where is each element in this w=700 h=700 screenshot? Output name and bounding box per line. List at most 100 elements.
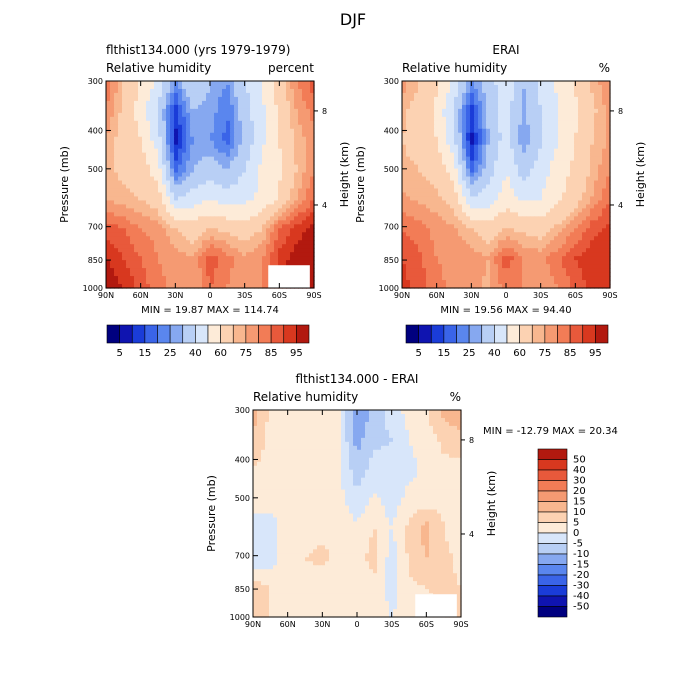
heatmap-cell [442, 212, 447, 217]
heatmap-cell [142, 148, 147, 154]
heatmap-cell [510, 176, 515, 182]
heatmap-cell [250, 276, 255, 281]
heatmap-cell [202, 224, 207, 229]
heatmap-cell [274, 156, 279, 162]
heatmap-cell [114, 140, 119, 146]
heatmap-cell [198, 164, 203, 170]
heatmap-cell [518, 168, 523, 174]
heatmap-cell [178, 228, 183, 233]
heatmap-cell [518, 108, 523, 114]
heatmap-cell [166, 276, 171, 281]
heatmap-cell [194, 160, 199, 166]
heatmap-cell [286, 240, 291, 245]
heatmap-cell [114, 284, 119, 289]
heatmap-cell [450, 200, 455, 205]
heatmap-cell [534, 180, 539, 186]
heatmap-cell [498, 164, 503, 170]
heatmap-cell [486, 216, 491, 221]
heatmap-cell [430, 204, 435, 209]
heatmap-cell [406, 81, 411, 86]
heatmap-cell [234, 188, 239, 194]
heatmap-cell [142, 204, 147, 209]
heatmap-cell [594, 132, 599, 138]
heatmap-cell [178, 160, 183, 166]
heatmap-cell [538, 232, 543, 237]
heatmap-cell [226, 136, 231, 142]
heatmap-cell [218, 168, 223, 174]
heatmap-cell [438, 180, 443, 186]
heatmap-cell [402, 144, 407, 150]
heatmap-cell [434, 92, 439, 98]
heatmap-cell [590, 156, 595, 162]
heatmap-cell [542, 120, 547, 126]
heatmap-cell [478, 144, 483, 150]
heatmap-cell [538, 124, 543, 130]
heatmap-cell [114, 104, 119, 110]
heatmap-cell [110, 212, 115, 217]
heatmap-cell [298, 120, 303, 126]
heatmap-cell [414, 228, 419, 233]
heatmap-cell [434, 220, 439, 225]
heatmap-cell [530, 81, 535, 86]
heatmap-cell [146, 144, 151, 150]
heatmap-cell [406, 228, 411, 233]
heatmap-cell [274, 81, 279, 86]
heatmap-cell [462, 152, 467, 158]
heatmap-cell [282, 144, 287, 150]
heatmap-cell [142, 244, 147, 249]
heatmap-cell [406, 172, 411, 178]
heatmap-cell [506, 240, 511, 245]
heatmap-cell [258, 100, 263, 106]
heatmap-cell [106, 100, 111, 106]
heatmap-cell [294, 160, 299, 166]
heatmap-cell [118, 144, 123, 150]
heatmap-cell [286, 188, 291, 194]
heatmap-cell [478, 168, 483, 174]
heatmap-cell [494, 208, 499, 213]
heatmap-cell [162, 236, 167, 241]
heatmap-cell [566, 224, 571, 229]
heatmap-cell [462, 244, 467, 249]
heatmap-cell [254, 240, 259, 245]
heatmap-cell [170, 144, 175, 150]
heatmap-cell [470, 108, 475, 114]
heatmap-cell [546, 152, 551, 158]
heatmap-cell [422, 152, 427, 158]
heatmap-cell [214, 176, 219, 182]
heatmap-cell [270, 204, 275, 209]
heatmap-cell [238, 220, 243, 225]
heatmap-cell [262, 196, 267, 202]
heatmap-cell [434, 188, 439, 194]
heatmap-cell [130, 104, 135, 110]
heatmap-cell [438, 144, 443, 150]
heatmap-cell [146, 104, 151, 110]
heatmap-cell [114, 120, 119, 126]
heatmap-cell [450, 192, 455, 198]
heatmap-cell [402, 184, 407, 190]
heatmap-cell [194, 88, 199, 94]
heatmap-cell [490, 208, 495, 213]
heatmap-cell [482, 228, 487, 233]
heatmap-cell [250, 136, 255, 142]
heatmap-cell [522, 124, 527, 130]
heatmap-cell [542, 116, 547, 122]
heatmap-cell [462, 140, 467, 146]
heatmap-cell [538, 196, 543, 202]
heatmap-cell [122, 176, 127, 182]
heatmap-cell [162, 228, 167, 233]
heatmap-cell [586, 180, 591, 186]
heatmap-cell [198, 108, 203, 114]
heatmap-cell [578, 120, 583, 126]
heatmap-cell [570, 120, 575, 126]
heatmap-cell [538, 100, 543, 106]
heatmap-cell [542, 136, 547, 142]
heatmap-cell [422, 196, 427, 202]
heatmap-cell [110, 88, 115, 94]
heatmap-cell [150, 272, 155, 277]
heatmap-cell [450, 164, 455, 170]
heatmap-cell [178, 248, 183, 253]
heatmap-cell [410, 196, 415, 202]
heatmap-cell [118, 244, 123, 249]
heatmap-cell [290, 208, 295, 213]
heatmap-cell [202, 208, 207, 213]
